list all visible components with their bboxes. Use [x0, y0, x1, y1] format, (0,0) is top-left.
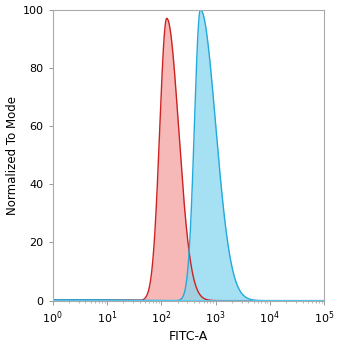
Y-axis label: Normalized To Mode: Normalized To Mode: [5, 96, 19, 215]
X-axis label: FITC-A: FITC-A: [169, 331, 208, 343]
